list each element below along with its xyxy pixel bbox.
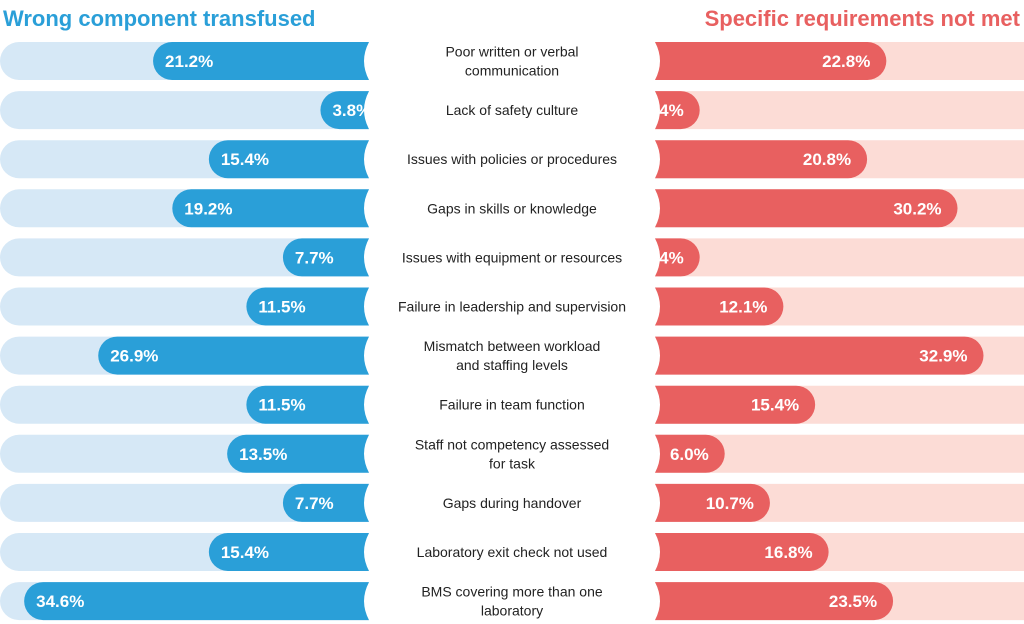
left-bar	[24, 582, 369, 621]
left-bar	[320, 91, 369, 130]
right-bar	[655, 238, 700, 277]
right-bar-value-label: 3.4%	[645, 248, 684, 267]
left-bar-value-label: 11.5%	[258, 298, 305, 317]
category-label: Issues with equipment or resources	[402, 249, 622, 265]
right-bar-value-label: 23.5%	[829, 592, 877, 611]
right-bar	[655, 434, 725, 473]
chart-row: 15.4% 16.8% Laboratory exit check not used	[0, 533, 1024, 571]
left-bar-value-label: 26.9%	[110, 347, 158, 366]
chart-row: 21.2% 22.8% Poor written or verbal communic…	[0, 42, 1024, 80]
right-bar	[655, 582, 894, 621]
category-label: Gaps in skills or knowledge	[427, 200, 597, 216]
right-bar-value-label: 3.4%	[645, 101, 684, 120]
category-label: Lack of safety culture	[446, 102, 579, 118]
right-bar	[655, 91, 700, 130]
left-bar-value-label: 34.6%	[36, 592, 84, 611]
left-bar	[246, 385, 369, 424]
category-label: communication	[465, 63, 559, 79]
left-bar	[227, 434, 369, 473]
left-bar-track	[0, 483, 369, 522]
left-bar-value-label: 13.5%	[239, 445, 287, 464]
left-bar	[282, 483, 369, 522]
left-chart-title: Wrong component transfused	[3, 6, 316, 31]
category-label: Mismatch between workload	[424, 338, 601, 354]
left-bar-track	[0, 91, 369, 130]
category-label: laboratory	[481, 603, 543, 619]
left-bar-value-label: 21.2%	[165, 52, 213, 71]
chart-row: 19.2% 30.2% Gaps in skills or knowledge	[0, 189, 1024, 228]
left-bar	[98, 336, 370, 375]
chart-row: 3.8% 3.4% Lack of safety culture	[0, 91, 1024, 130]
left-bar-value-label: 3.8%	[332, 101, 371, 120]
chart-row: 26.9% 32.9% Mismatch between workload and s…	[0, 336, 1024, 375]
right-bar-value-label: 30.2%	[893, 199, 941, 218]
right-bar	[655, 140, 868, 179]
right-bar	[655, 533, 829, 571]
right-bar-value-label: 32.9%	[919, 347, 967, 366]
right-bar-value-label: 12.1%	[719, 298, 767, 317]
category-label: BMS covering more than one	[421, 584, 603, 600]
category-label: Gaps during handover	[443, 495, 582, 511]
right-bar-value-label: 22.8%	[822, 52, 870, 71]
category-label: Failure in leadership and supervision	[398, 299, 626, 315]
right-bar-value-label: 15.4%	[751, 396, 799, 415]
right-bar-track	[655, 434, 1024, 473]
chart-row: 15.4% 20.8% Issues with policies or proced…	[0, 140, 1024, 179]
category-label: for task	[489, 455, 536, 471]
chart-row: 11.5% 15.4% Failure in team function	[0, 385, 1024, 424]
category-label: Staff not competency assessed	[415, 436, 609, 452]
right-bar	[655, 42, 887, 80]
chart-row: 34.6% 23.5% BMS covering more than one labo…	[0, 582, 1024, 621]
right-bar-value-label: 6.0%	[670, 445, 709, 464]
left-bar-track	[0, 238, 369, 277]
right-bar	[655, 189, 958, 228]
left-bar	[246, 287, 369, 326]
left-bar-value-label: 7.7%	[295, 494, 334, 513]
right-bar-value-label: 16.8%	[764, 543, 812, 562]
left-bar-value-label: 7.7%	[295, 248, 334, 267]
chart-row: 7.7% 3.4% Issues with equipment or resourc…	[0, 238, 1024, 277]
left-bar-value-label: 15.4%	[221, 150, 269, 169]
right-bar	[655, 385, 816, 424]
right-bar-track	[655, 238, 1024, 277]
right-bar-value-label: 10.7%	[706, 494, 754, 513]
left-bar-value-label: 19.2%	[184, 199, 232, 218]
chart-rows: 21.2% 22.8% Poor written or verbal communic…	[0, 42, 1024, 621]
left-bar	[282, 238, 369, 277]
right-bar	[655, 287, 784, 326]
category-label: Poor written or verbal	[445, 44, 578, 60]
left-bar-value-label: 15.4%	[221, 543, 269, 562]
right-bar-value-label: 20.8%	[803, 150, 851, 169]
category-label: Issues with policies or procedures	[407, 151, 617, 167]
category-label: Laboratory exit check not used	[417, 544, 608, 560]
left-bar-value-label: 11.5%	[258, 396, 305, 415]
chart-row: 13.5% 6.0% Staff not competency assessed fo…	[0, 434, 1024, 473]
category-label: Failure in team function	[439, 397, 585, 413]
right-bar-track	[655, 91, 1024, 130]
left-bar	[208, 533, 369, 571]
left-bar	[153, 42, 369, 80]
chart-row: 11.5% 12.1% Failure in leadership and supe…	[0, 287, 1024, 326]
right-bar	[655, 483, 770, 522]
right-chart-title: Specific requirements not met	[705, 6, 1021, 31]
left-bar	[208, 140, 369, 179]
left-bar	[172, 189, 369, 228]
category-label: and staffing levels	[456, 357, 568, 373]
right-bar	[655, 336, 984, 375]
chart-row: 7.7% 10.7% Gaps during handover	[0, 483, 1024, 522]
